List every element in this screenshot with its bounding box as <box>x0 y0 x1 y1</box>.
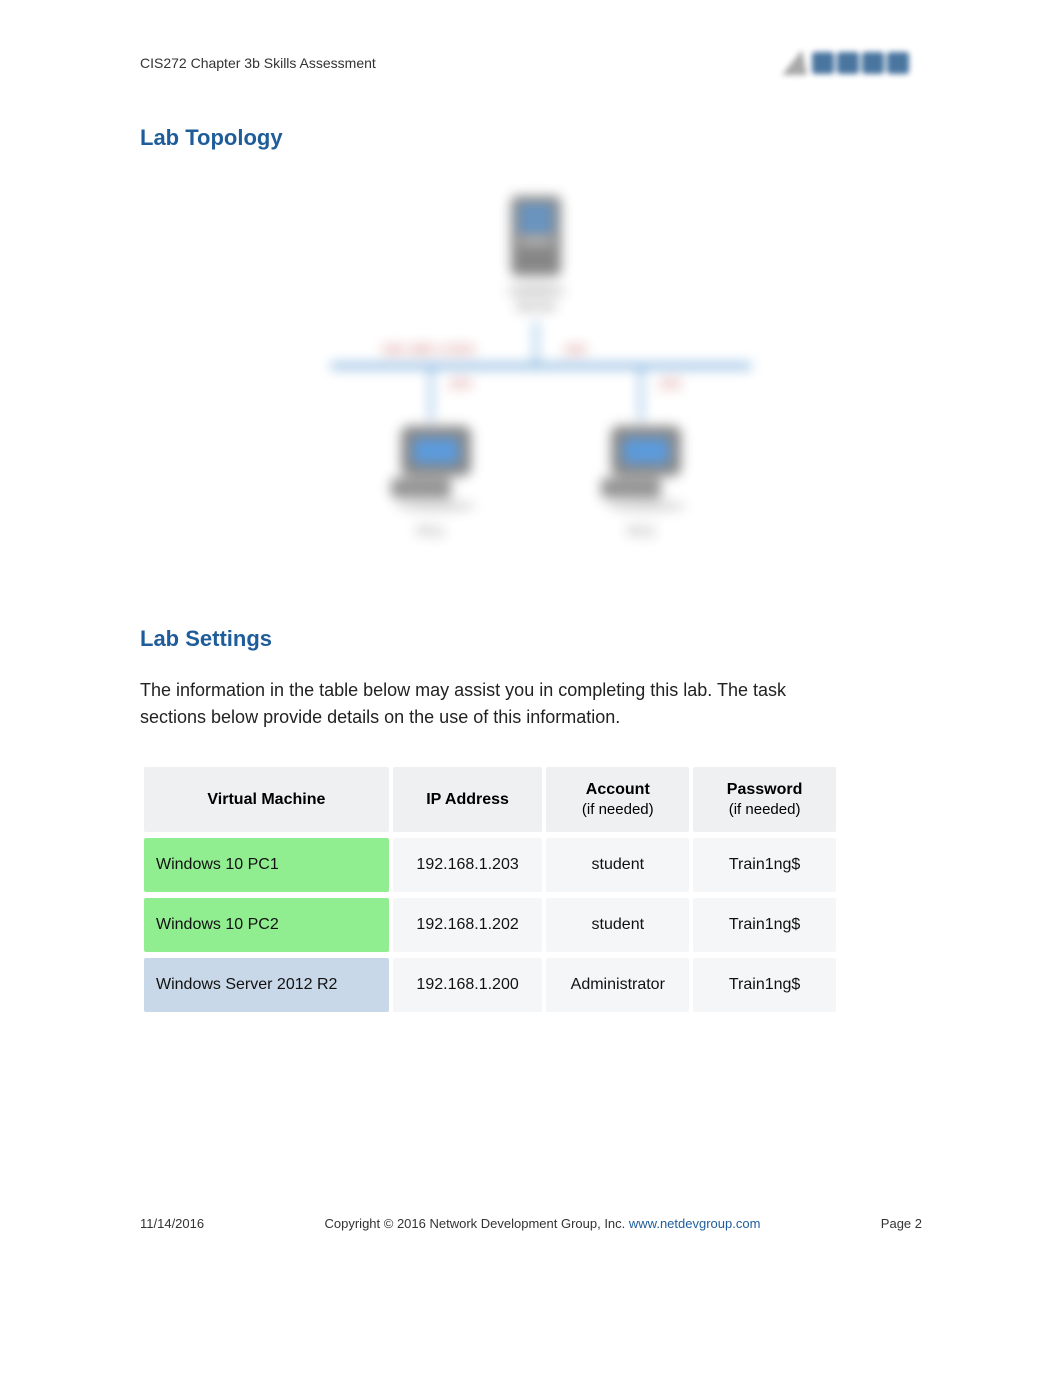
cell-account: student <box>546 838 689 892</box>
cell-vm: Windows Server 2012 R2 <box>144 958 389 1012</box>
header-password: Password(if needed) <box>693 767 836 832</box>
network-label: 192.168.1.0/24 <box>381 341 475 357</box>
header-title: CIS272 Chapter 3b Skills Assessment <box>140 55 376 71</box>
table-row: Windows 10 PC1192.168.1.203studentTrain1… <box>144 838 836 892</box>
cell-ip: 192.168.1.203 <box>393 838 543 892</box>
header-account: Account(if needed) <box>546 767 689 832</box>
server-ip-label: .200 <box>561 342 586 357</box>
topology-heading: Lab Topology <box>140 125 922 151</box>
topology-diagram: Server 192.168.1.0/24 .200 .203 .202 PC1 <box>140 176 922 576</box>
cell-ip: 192.168.1.202 <box>393 898 543 952</box>
footer-copyright: Copyright © 2016 Network Development Gro… <box>325 1216 761 1231</box>
pc2-label: PC2 <box>627 523 654 539</box>
page-header: CIS272 Chapter 3b Skills Assessment <box>140 40 922 85</box>
cell-ip: 192.168.1.200 <box>393 958 543 1012</box>
lab-settings-table: Virtual Machine IP Address Account(if ne… <box>140 761 840 1018</box>
settings-description: The information in the table below may a… <box>140 677 840 731</box>
pc2-ip-label: .202 <box>656 376 681 391</box>
header-ip: IP Address <box>393 767 543 832</box>
logo-image <box>777 40 922 85</box>
footer-link[interactable]: www.netdevgroup.com <box>629 1216 761 1231</box>
cell-account: Administrator <box>546 958 689 1012</box>
cell-password: Train1ng$ <box>693 898 836 952</box>
header-vm: Virtual Machine <box>144 767 389 832</box>
table-header-row: Virtual Machine IP Address Account(if ne… <box>144 767 836 832</box>
cell-password: Train1ng$ <box>693 838 836 892</box>
page-footer: 11/14/2016 Copyright © 2016 Network Deve… <box>140 1216 922 1231</box>
footer-date: 11/14/2016 <box>140 1216 204 1231</box>
cell-vm: Windows 10 PC2 <box>144 898 389 952</box>
footer-page: Page 2 <box>881 1216 922 1231</box>
table-row: Windows 10 PC2192.168.1.202studentTrain1… <box>144 898 836 952</box>
table-row: Windows Server 2012 R2192.168.1.200Admin… <box>144 958 836 1012</box>
pc1-ip-label: .203 <box>446 376 471 391</box>
cell-password: Train1ng$ <box>693 958 836 1012</box>
cell-account: student <box>546 898 689 952</box>
cell-vm: Windows 10 PC1 <box>144 838 389 892</box>
server-label: Server <box>515 298 557 314</box>
pc1-label: PC1 <box>417 523 444 539</box>
settings-heading: Lab Settings <box>140 626 922 652</box>
